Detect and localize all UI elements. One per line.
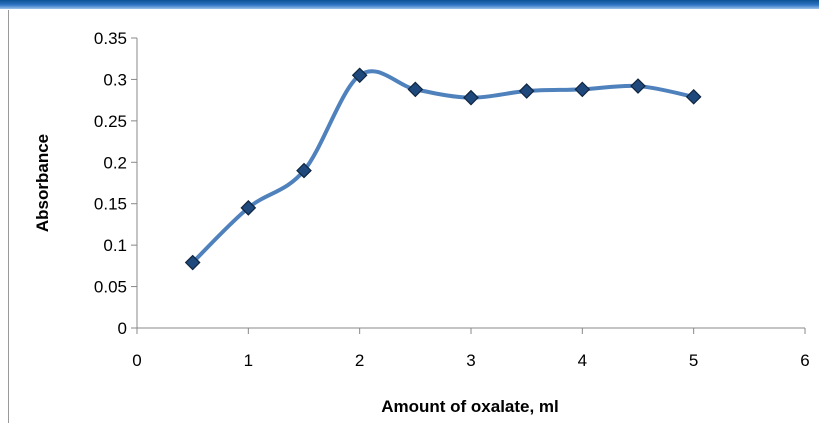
y-tick-label: 0.15 — [94, 195, 127, 214]
y-tick-label: 0.25 — [94, 112, 127, 131]
x-tick-label: 6 — [800, 351, 809, 370]
y-axis-title: Absorbance — [33, 134, 52, 232]
data-point-marker — [630, 78, 646, 94]
x-tick-label: 1 — [244, 351, 253, 370]
x-axis: 0 1 2 3 4 5 6 — [132, 327, 810, 370]
series-line — [190, 69, 696, 265]
chart-frame — [8, 10, 819, 423]
y-tick-label: 0.2 — [103, 153, 127, 172]
data-point-marker — [574, 81, 591, 98]
y-tick-label: 0.05 — [94, 278, 127, 297]
x-tick-label: 3 — [466, 351, 475, 370]
data-point-marker — [184, 254, 201, 271]
series-layer — [184, 67, 702, 271]
data-point-marker — [407, 81, 424, 98]
x-tick-label: 4 — [578, 351, 587, 370]
top-decorative-band — [0, 0, 819, 9]
y-tick-label: 0.3 — [103, 70, 127, 89]
data-point-marker — [518, 83, 535, 99]
y-axis: 0 0.05 0.1 0.15 0.2 0.25 0.3 0.35 — [94, 29, 138, 338]
x-tick-label: 5 — [689, 351, 698, 370]
x-tick-label: 0 — [132, 351, 141, 370]
data-point-marker — [463, 89, 479, 106]
y-tick-label: 0.35 — [94, 29, 127, 48]
data-point-marker — [296, 162, 312, 179]
x-tick-label: 2 — [355, 351, 364, 370]
data-point-marker — [351, 67, 368, 84]
y-tick-label: 0.1 — [103, 236, 127, 255]
y-tick-label: 0 — [118, 319, 127, 338]
data-point-marker — [240, 200, 257, 216]
data-point-marker — [685, 88, 702, 105]
x-axis-title: Amount of oxalate, ml — [381, 397, 559, 416]
